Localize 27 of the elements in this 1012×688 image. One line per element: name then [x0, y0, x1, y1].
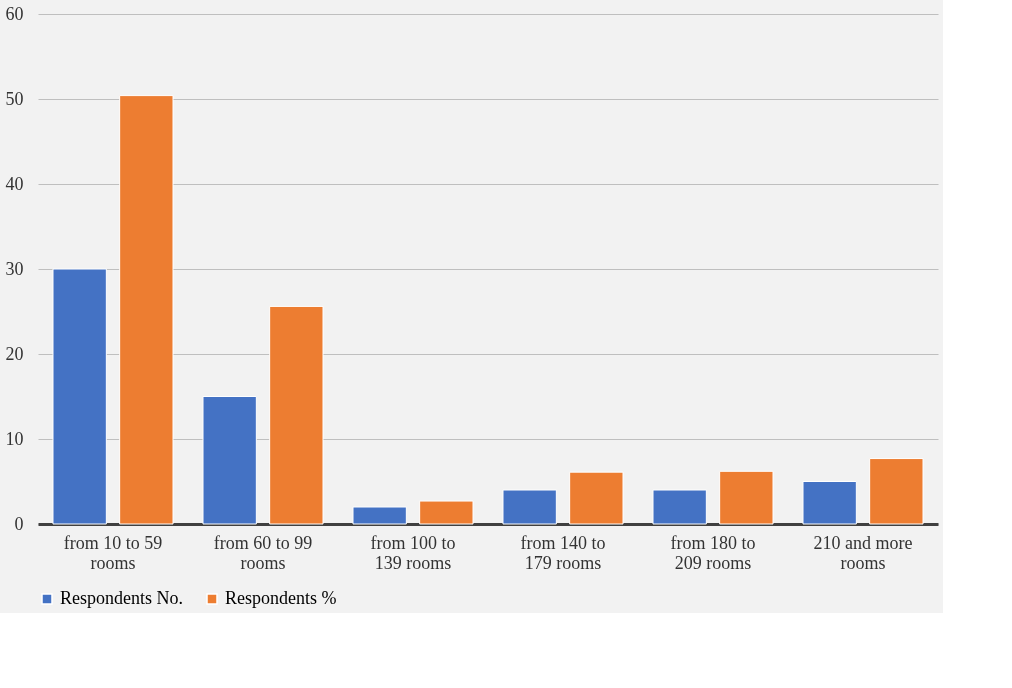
legend-label: Respondents %	[225, 588, 337, 608]
bar	[502, 489, 557, 525]
bar	[202, 396, 257, 525]
bar	[802, 481, 857, 525]
x-tick-label: from 180 to 209 rooms	[670, 532, 756, 573]
y-tick-label: 0	[14, 513, 24, 534]
bar	[52, 268, 107, 525]
bar	[419, 500, 474, 525]
bar	[269, 305, 324, 525]
y-tick-label: 20	[5, 343, 24, 364]
bar	[869, 458, 924, 525]
bar	[569, 471, 624, 525]
y-tick-label: 60	[5, 3, 24, 24]
legend-label: Respondents No.	[60, 588, 183, 608]
bar	[352, 506, 407, 525]
x-tick-label: 210 and more rooms	[813, 532, 913, 573]
y-tick-label: 40	[5, 173, 24, 194]
x-tick-label: from 100 to 139 rooms	[370, 532, 456, 573]
x-tick-label: from 10 to 59 rooms	[63, 532, 163, 573]
y-tick-label: 50	[5, 88, 24, 109]
bar	[652, 489, 707, 525]
bar	[119, 95, 174, 525]
bar	[719, 470, 774, 525]
x-tick-label: from 140 to 179 rooms	[520, 532, 606, 573]
y-tick-label: 30	[5, 258, 24, 279]
y-tick-label: 10	[5, 428, 24, 449]
x-tick-label: from 60 to 99 rooms	[213, 532, 313, 573]
